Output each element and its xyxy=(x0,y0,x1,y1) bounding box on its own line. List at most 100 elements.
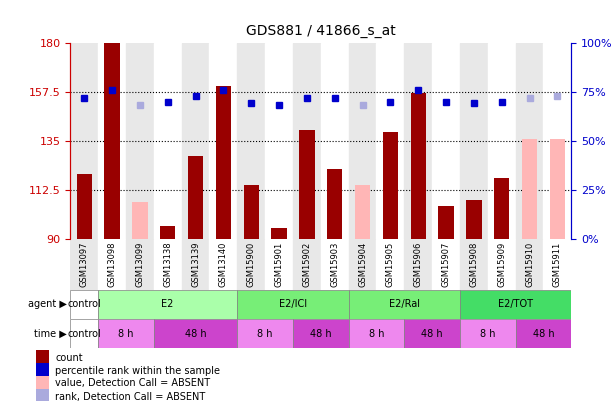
Text: GSM15908: GSM15908 xyxy=(469,242,478,287)
Bar xyxy=(460,43,488,239)
Bar xyxy=(188,156,203,239)
Bar xyxy=(98,239,126,290)
Bar xyxy=(321,43,349,239)
Bar xyxy=(154,43,181,239)
Bar xyxy=(70,290,98,319)
Bar xyxy=(327,169,342,239)
Bar xyxy=(98,290,237,319)
Text: 48 h: 48 h xyxy=(533,329,554,339)
Bar xyxy=(265,239,293,290)
Bar xyxy=(98,319,154,348)
Text: GSM15902: GSM15902 xyxy=(302,242,312,287)
Text: control: control xyxy=(67,329,101,339)
Bar xyxy=(216,86,231,239)
Bar xyxy=(355,185,370,239)
Bar xyxy=(70,43,98,239)
Bar xyxy=(382,132,398,239)
Text: GSM13140: GSM13140 xyxy=(219,242,228,287)
Bar xyxy=(460,319,516,348)
Text: GSM15911: GSM15911 xyxy=(553,242,562,287)
Text: GSM13098: GSM13098 xyxy=(108,242,117,287)
Bar xyxy=(321,239,349,290)
Bar xyxy=(237,319,293,348)
Bar xyxy=(460,239,488,290)
Text: 8 h: 8 h xyxy=(118,329,134,339)
Text: 48 h: 48 h xyxy=(422,329,443,339)
Bar xyxy=(432,239,460,290)
Bar xyxy=(494,178,510,239)
Text: 8 h: 8 h xyxy=(368,329,384,339)
Text: GSM13138: GSM13138 xyxy=(163,242,172,288)
Bar xyxy=(70,319,98,348)
Bar xyxy=(516,319,571,348)
Text: E2/Ral: E2/Ral xyxy=(389,299,420,309)
Text: rank, Detection Call = ABSENT: rank, Detection Call = ABSENT xyxy=(56,392,205,402)
Bar xyxy=(76,174,92,239)
Text: control: control xyxy=(67,299,101,309)
Bar xyxy=(126,43,154,239)
Bar xyxy=(432,43,460,239)
Bar xyxy=(265,43,293,239)
Text: GSM15910: GSM15910 xyxy=(525,242,534,287)
Bar xyxy=(237,290,349,319)
Bar xyxy=(404,43,432,239)
Text: GSM15900: GSM15900 xyxy=(247,242,255,287)
Text: GSM13097: GSM13097 xyxy=(79,242,89,287)
Bar xyxy=(522,139,537,239)
Bar xyxy=(181,239,210,290)
Bar xyxy=(132,202,147,239)
Text: GSM15903: GSM15903 xyxy=(330,242,339,287)
Bar xyxy=(36,363,49,378)
Bar xyxy=(488,43,516,239)
Bar xyxy=(543,239,571,290)
Text: 48 h: 48 h xyxy=(310,329,332,339)
Text: time ▶: time ▶ xyxy=(34,329,67,339)
Bar xyxy=(70,239,98,290)
Bar xyxy=(293,319,349,348)
Bar xyxy=(126,239,154,290)
Text: GSM15909: GSM15909 xyxy=(497,242,506,287)
Bar xyxy=(349,43,376,239)
Bar xyxy=(36,350,49,365)
Bar xyxy=(550,139,565,239)
Bar xyxy=(516,239,543,290)
Text: GSM13099: GSM13099 xyxy=(136,242,144,287)
Bar xyxy=(271,228,287,239)
Text: GDS881 / 41866_s_at: GDS881 / 41866_s_at xyxy=(246,24,396,38)
Bar xyxy=(160,226,175,239)
Bar xyxy=(349,239,376,290)
Bar xyxy=(376,239,404,290)
Bar xyxy=(349,290,460,319)
Text: 48 h: 48 h xyxy=(185,329,207,339)
Bar xyxy=(210,239,237,290)
Text: GSM15906: GSM15906 xyxy=(414,242,423,287)
Text: E2: E2 xyxy=(161,299,174,309)
Bar xyxy=(210,43,237,239)
Bar xyxy=(488,239,516,290)
Bar xyxy=(154,319,237,348)
Bar xyxy=(404,319,460,348)
Bar xyxy=(293,239,321,290)
Text: GSM15901: GSM15901 xyxy=(274,242,284,287)
Bar xyxy=(460,290,571,319)
Bar xyxy=(237,43,265,239)
Text: E2/ICI: E2/ICI xyxy=(279,299,307,309)
Text: percentile rank within the sample: percentile rank within the sample xyxy=(56,366,221,375)
Bar xyxy=(104,43,120,239)
Bar xyxy=(299,130,315,239)
Text: count: count xyxy=(56,353,83,363)
Bar xyxy=(349,319,404,348)
Text: GSM15904: GSM15904 xyxy=(358,242,367,287)
Bar xyxy=(404,239,432,290)
Bar xyxy=(244,185,259,239)
Text: value, Detection Call = ABSENT: value, Detection Call = ABSENT xyxy=(56,378,210,388)
Bar xyxy=(36,389,49,405)
Text: E2/TOT: E2/TOT xyxy=(498,299,533,309)
Text: agent ▶: agent ▶ xyxy=(28,299,67,309)
Text: 8 h: 8 h xyxy=(480,329,496,339)
Bar xyxy=(466,200,481,239)
Text: GSM15907: GSM15907 xyxy=(442,242,450,287)
Bar xyxy=(543,43,571,239)
Bar xyxy=(98,43,126,239)
Bar xyxy=(237,239,265,290)
